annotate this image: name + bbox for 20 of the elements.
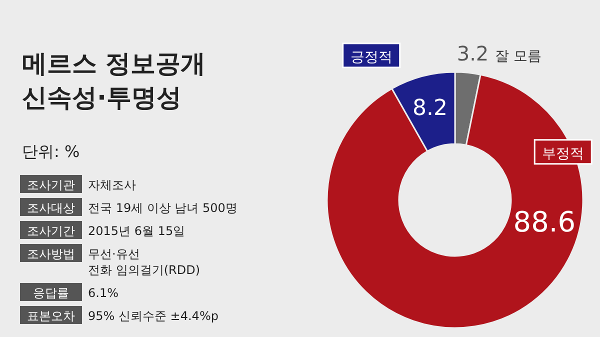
slice-label: 긍정적 (350, 49, 392, 66)
text: 표본오차 (27, 309, 75, 323)
data-label: 3.2 (456, 42, 489, 66)
text: 메르스 정보공개 신속성·투명성 (22, 49, 206, 112)
text: 조사기간 (27, 224, 75, 238)
slice-label: 잘 모름 (495, 48, 542, 65)
text: 95% 신뢰수준 ±4.4%p (88, 309, 218, 323)
text: 응답률 (33, 286, 69, 300)
text: 조사기관 (27, 178, 75, 192)
data-label: 88.6 (513, 206, 576, 239)
text: 단위: % (22, 142, 80, 161)
text: 조사방법 (27, 247, 75, 261)
text: 무선·유선 전화 임의걸기(RDD) (88, 247, 200, 277)
text: 6.1% (88, 286, 118, 300)
slice-label: 부정적 (542, 146, 584, 162)
text: 조사대상 (27, 201, 75, 215)
text: 자체조사 (88, 178, 136, 192)
data-label: 8.2 (412, 96, 448, 122)
text: 2015년 6월 15일 (88, 224, 186, 238)
text: 전국 19세 이상 남녀 500명 (88, 201, 238, 215)
